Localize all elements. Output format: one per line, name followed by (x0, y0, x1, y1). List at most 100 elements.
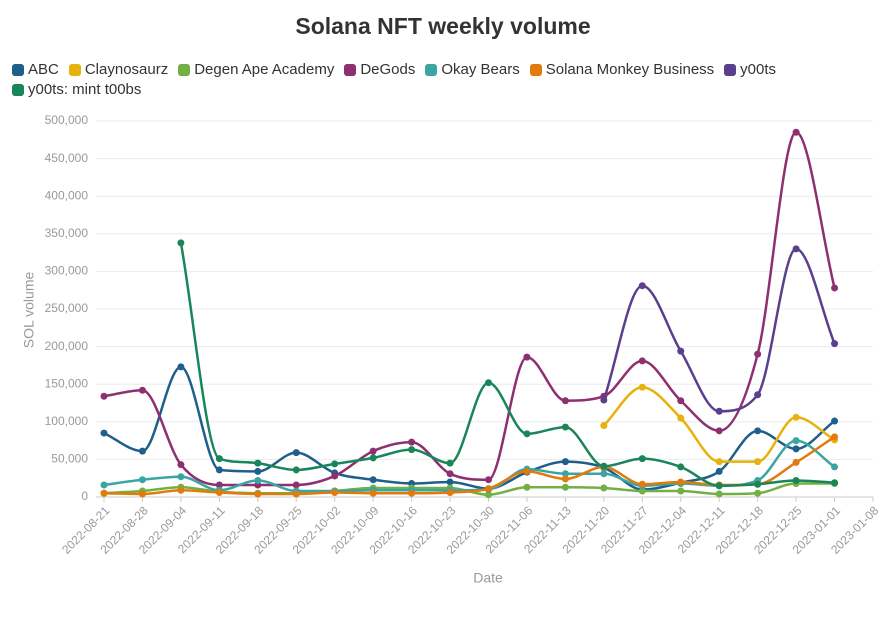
data-point (677, 463, 685, 471)
data-point (446, 488, 454, 496)
data-point (177, 239, 185, 247)
data-point (177, 486, 185, 494)
data-point (138, 447, 146, 455)
data-point (831, 340, 839, 348)
legend-item[interactable]: Okay Bears (425, 60, 520, 80)
data-point (446, 470, 454, 478)
data-point (138, 476, 146, 484)
y-tick-label: 350,000 (45, 226, 89, 240)
data-point (638, 487, 646, 495)
data-point (331, 472, 339, 480)
data-point (100, 392, 108, 400)
data-point (408, 489, 416, 497)
data-point (215, 466, 223, 474)
data-point (754, 427, 762, 435)
data-point (100, 429, 108, 437)
data-point (677, 478, 685, 486)
data-point (638, 480, 646, 488)
data-point (638, 282, 646, 290)
data-point (792, 128, 800, 136)
data-point (638, 357, 646, 365)
data-point (677, 414, 685, 422)
data-point (254, 467, 262, 475)
data-point (561, 397, 569, 405)
data-point (485, 485, 492, 493)
legend-item[interactable]: Degen Ape Academy (178, 60, 334, 80)
series-line (602, 385, 836, 463)
data-point (715, 458, 723, 466)
legend-item[interactable]: Solana Monkey Business (529, 60, 714, 80)
y-tick-label: 500,000 (45, 113, 89, 127)
data-point (177, 473, 185, 481)
data-point (215, 455, 223, 463)
data-point (754, 489, 762, 497)
data-point (254, 490, 262, 498)
data-point (754, 480, 762, 488)
data-point (369, 454, 377, 462)
data-point (292, 490, 300, 498)
data-point (831, 433, 839, 441)
y-tick-label: 50,000 (51, 452, 88, 466)
data-point (100, 481, 108, 489)
data-point (715, 407, 723, 415)
legend-item[interactable]: DeGods (344, 60, 415, 80)
data-point (677, 397, 685, 405)
data-point (638, 383, 646, 391)
data-point (331, 488, 339, 496)
data-point (754, 458, 762, 466)
data-point (715, 427, 723, 435)
data-point (292, 481, 300, 489)
data-point (600, 396, 608, 404)
y-tick-label: 0 (81, 489, 88, 503)
data-point (100, 489, 108, 497)
data-point (446, 459, 454, 467)
data-point (561, 470, 569, 478)
legend-swatch (425, 64, 438, 76)
data-point (292, 449, 300, 457)
legend-swatch (68, 64, 81, 76)
data-point (215, 481, 223, 489)
legend-item[interactable]: y00ts: mint t00bs (12, 80, 141, 100)
data-point (408, 438, 416, 446)
legend-swatch (12, 84, 24, 96)
data-point (177, 363, 185, 371)
legend-item[interactable]: y00ts (724, 60, 776, 80)
data-point (831, 479, 839, 487)
data-point (792, 445, 800, 453)
legend-label: Degen Ape Academy (194, 61, 335, 78)
data-point (523, 483, 531, 491)
data-point (792, 476, 800, 484)
legend-label: Okay Bears (441, 61, 520, 78)
data-point (831, 284, 839, 292)
data-point (138, 386, 146, 394)
data-point (215, 488, 223, 496)
data-point (792, 458, 800, 466)
data-point (677, 487, 685, 495)
y-tick-label: 200,000 (45, 339, 89, 353)
data-point (561, 483, 569, 491)
legend-swatch (529, 64, 542, 76)
y-axis-label: SOL volume (21, 272, 37, 349)
chart-title: Solana NFT weekly volume (295, 13, 590, 39)
data-point (369, 447, 377, 455)
legend-swatch (12, 64, 24, 76)
data-point (138, 490, 146, 498)
legend-swatch (178, 64, 191, 76)
data-point (600, 422, 608, 430)
legend-label: y00ts: mint t00bs (28, 81, 142, 98)
data-point (715, 482, 723, 490)
data-point (331, 460, 339, 468)
legend-item[interactable]: ABC (12, 60, 59, 80)
data-point (523, 353, 531, 361)
data-point (485, 491, 492, 499)
data-point (715, 490, 723, 498)
data-point (561, 475, 569, 483)
data-point (254, 459, 262, 467)
y-tick-label: 100,000 (45, 414, 89, 428)
data-point (561, 423, 569, 431)
legend-item[interactable]: Claynosaurz (68, 60, 168, 80)
data-point (523, 430, 531, 438)
data-point (792, 245, 800, 253)
